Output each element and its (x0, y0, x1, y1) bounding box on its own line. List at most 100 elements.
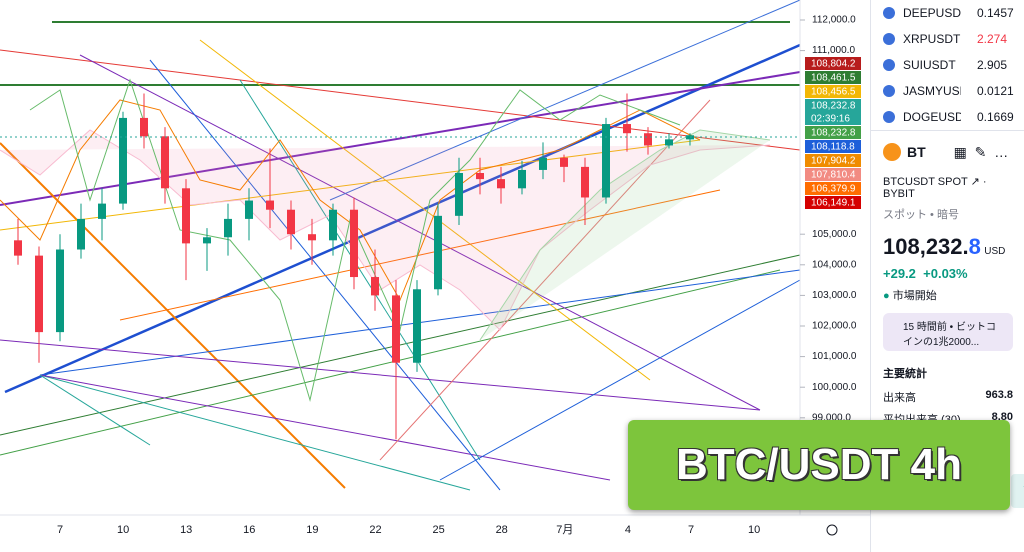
icon (883, 85, 895, 97)
price-label: 108,456.5 (811, 87, 856, 98)
icon (883, 111, 895, 123)
candle-body (308, 234, 316, 241)
candle-body (203, 237, 211, 244)
candle-body (434, 215, 442, 290)
price-label-box (805, 168, 861, 181)
price-tick-label: 100,000.0 (812, 382, 857, 393)
price: 0.1457 (977, 6, 1014, 20)
candle-body (224, 218, 232, 238)
watchlist-row[interactable]: DOGEUSD 0.1669 (871, 104, 1024, 130)
symbol-name: BTCUSDT SPOT (883, 176, 968, 188)
icon (883, 7, 895, 19)
icon (883, 33, 895, 45)
price: 2.274 (977, 32, 1008, 46)
price-tick-label: 105,000.0 (812, 229, 857, 240)
candle-body (14, 240, 22, 256)
symbol-info: BT ▦ ✎ … BTCUSDT SPOT ↗ · BYBIT スポット • 暗号… (871, 130, 1024, 427)
symbol: DEEPUSDT (903, 6, 961, 20)
icon (883, 59, 895, 71)
candle-body (413, 289, 421, 363)
exchange: BYBIT (883, 188, 915, 200)
date-label: 10 (117, 524, 129, 536)
price: 0.1669 (977, 110, 1014, 124)
price-label-box (805, 99, 861, 125)
candle-body (623, 124, 631, 134)
price-label-box (805, 71, 861, 84)
price-label: 107,810.4 (811, 170, 856, 181)
date-label: 13 (180, 524, 192, 536)
price-label: 106,379.9 (811, 184, 856, 195)
price-label: 108,461.5 (811, 73, 856, 84)
price-label-box (805, 85, 861, 98)
watchlist: DEEPUSDT 0.1457 XRPUSDT 2.274 SUIUSDT 2.905 JA… (871, 0, 1024, 130)
price-tick-label: 111,000.0 (812, 45, 855, 56)
price-label: 108,232.8 (811, 128, 856, 139)
symbol: JASMYUSDT (903, 84, 961, 98)
candle-body (245, 200, 253, 219)
candle-body (266, 200, 274, 210)
candle-body (77, 218, 85, 250)
price-label-box (805, 140, 861, 153)
symbol-short: BT (907, 144, 926, 160)
candle-body (350, 209, 358, 278)
settings-icon[interactable] (826, 524, 838, 536)
price-dec: 8 (968, 234, 981, 259)
watchlist-row[interactable]: XRPUSDT 2.274 (871, 26, 1024, 52)
price-tick-label: 112,000.0 (812, 15, 856, 26)
price-label: 108,804.2 (811, 59, 856, 70)
symbol: DOGEUSD (903, 110, 961, 124)
candle-body (392, 295, 400, 363)
stat-row: 出来高 963.8 (883, 389, 1013, 405)
price-label-box (805, 126, 861, 139)
candle-body (497, 179, 505, 189)
date-label: 4 (625, 524, 631, 536)
candle-body (161, 136, 169, 189)
price-tick-label: 99,000.0 (812, 412, 851, 423)
stats-title: 主要統計 (883, 368, 927, 380)
perf-value: 16% (1011, 478, 1024, 490)
candle-body (287, 209, 295, 235)
price-label: 108,118.8 (811, 142, 855, 153)
date-label: 16 (243, 524, 255, 536)
price-label-box (805, 154, 861, 167)
price-tick-label: 103,000.0 (812, 290, 857, 301)
watchlist-row[interactable]: SUIUSDT 2.905 (871, 52, 1024, 78)
price-tick-label: 104,000.0 (812, 259, 857, 270)
change: +29.2 (883, 266, 916, 281)
candle-body (329, 209, 337, 241)
watchlist-row[interactable]: DEEPUSDT 0.1457 (871, 0, 1024, 26)
candle-body (644, 133, 652, 146)
currency: USD (984, 246, 1006, 257)
date-label: 10 (748, 524, 760, 536)
price-int: 108,232. (883, 234, 969, 259)
date-label: 22 (369, 524, 381, 536)
price-label: 107,904.2 (811, 156, 856, 167)
watchlist-row[interactable]: JASMYUSDT 0.0121 (871, 78, 1024, 104)
candle-body (371, 277, 379, 296)
candle-body (56, 249, 64, 333)
candle-body (476, 173, 484, 180)
price-label-box (805, 57, 861, 70)
overlay-title: BTC/USDT 4h (628, 420, 1010, 510)
drawings (0, 0, 801, 491)
candles (14, 93, 694, 440)
date-label: 7月 (556, 524, 573, 536)
price: 0.0121 (977, 84, 1014, 98)
candle-body (539, 157, 547, 170)
price-label: 108,232.8 (811, 101, 856, 112)
candle-body (119, 117, 127, 204)
price-label: 106,149.1 (811, 198, 856, 209)
candle-body (455, 173, 463, 216)
stat-label: 出来高 (883, 392, 916, 404)
candle-body (98, 203, 106, 219)
market-status: 市場開始 (892, 290, 937, 302)
date-label: 7 (688, 524, 694, 536)
perf-period: M (1011, 493, 1024, 504)
candle-body (518, 169, 526, 189)
news[interactable]: 15 時間前 • ビットコインの1兆2000... (883, 313, 1013, 351)
candle-body (140, 117, 148, 137)
price-tick-label: 102,000.0 (812, 321, 857, 332)
change-pct: +0.03% (923, 266, 968, 281)
candle-body (665, 139, 673, 146)
